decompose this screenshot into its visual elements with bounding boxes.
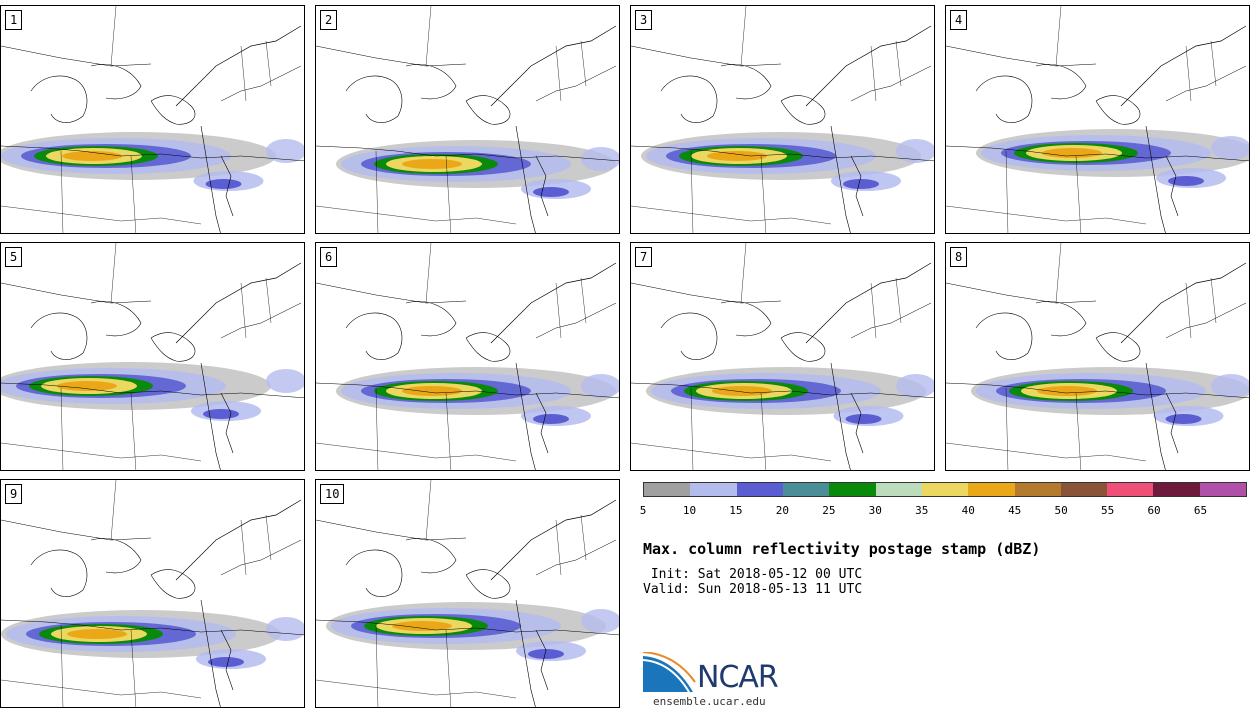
colorbar-tick-label: 35: [915, 504, 929, 517]
ensemble-member-map-3: 3: [630, 5, 935, 234]
colorbar-tick-label: 65: [1193, 504, 1208, 517]
reflectivity-map: [316, 6, 619, 233]
ncar-logo-text: NCAR: [697, 660, 779, 695]
colorbar-segment: [968, 483, 1015, 496]
ensemble-member-map-4: 4: [945, 5, 1250, 234]
colorbar-tick-label: 30: [868, 504, 882, 517]
reflectivity-map: [316, 480, 619, 707]
colorbar-segment: [829, 483, 876, 496]
reflectivity-colorbar: [643, 482, 1247, 497]
colorbar-segment: [690, 483, 737, 496]
member-number-label: 8: [950, 247, 968, 267]
colorbar-tick-label: 10: [682, 504, 697, 517]
reflectivity-map: [946, 243, 1249, 470]
reflectivity-map: [631, 243, 934, 470]
member-number-label: 10: [320, 484, 345, 504]
colorbar-segment: [875, 483, 922, 496]
ensemble-member-map-9: 9: [0, 479, 305, 708]
colorbar-tick-label: 50: [1054, 504, 1068, 517]
colorbar-tick-label: 60: [1147, 504, 1161, 517]
member-number-label: 7: [635, 247, 653, 267]
colorbar-segment: [644, 483, 691, 496]
ncar-logo-icon: [643, 652, 696, 693]
colorbar-tick-label: 55: [1100, 504, 1115, 517]
colorbar-tick-label: 45: [1008, 504, 1022, 517]
colorbar-segment: [1199, 483, 1247, 496]
ensemble-member-map-5: 5: [0, 242, 305, 471]
member-number-label: 4: [950, 10, 968, 30]
valid-time: Valid: Sun 2018-05-13 11 UTC: [643, 582, 863, 597]
colorbar-segment: [1060, 483, 1108, 496]
figure-title: Max. column reflectivity postage stamp (…: [643, 540, 1041, 558]
colorbar-tick-label: 20: [775, 504, 789, 517]
colorbar-tick-label: 5: [639, 504, 647, 517]
reflectivity-map: [1, 480, 304, 707]
init-time: Init: Sat 2018-05-12 00 UTC: [643, 567, 863, 582]
member-number-label: 6: [320, 247, 338, 267]
member-number-label: 5: [5, 247, 23, 267]
ensemble-member-map-2: 2: [315, 5, 620, 234]
reflectivity-map: [1, 6, 304, 233]
colorbar-segment: [921, 483, 969, 496]
reflectivity-map: [631, 6, 934, 233]
colorbar-segment: [1107, 483, 1154, 496]
ensemble-member-map-10: 10: [315, 479, 620, 708]
member-number-label: 3: [635, 10, 653, 30]
member-number-label: 9: [5, 484, 23, 504]
reflectivity-map: [316, 243, 619, 470]
logo-url: ensemble.ucar.edu: [653, 695, 766, 708]
member-number-label: 1: [5, 10, 23, 30]
colorbar-segment: [782, 483, 830, 496]
member-number-label: 2: [320, 10, 338, 30]
colorbar-tick-label: 40: [961, 504, 975, 517]
ensemble-member-map-8: 8: [945, 242, 1250, 471]
colorbar-tick-label: 15: [729, 504, 743, 517]
colorbar-segment: [736, 483, 783, 496]
ensemble-member-map-7: 7: [630, 242, 935, 471]
colorbar-tick-label: 25: [822, 504, 836, 517]
ensemble-member-map-6: 6: [315, 242, 620, 471]
colorbar-ticks: 5 10 15 20 25 30 35 40 45 50 55 60 65: [639, 504, 1247, 518]
reflectivity-map: [1, 243, 304, 470]
reflectivity-map: [946, 6, 1249, 233]
colorbar-segment: [1153, 483, 1200, 496]
colorbar-segment: [1014, 483, 1061, 496]
ensemble-member-map-1: 1: [0, 5, 305, 234]
